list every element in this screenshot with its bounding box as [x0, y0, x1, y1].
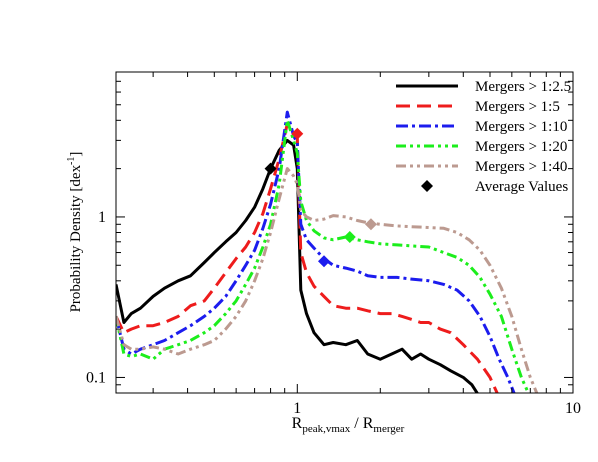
y-tick-label: 1: [98, 209, 106, 226]
average-markers: [264, 127, 377, 268]
x-label-sub1: peak,vmax: [302, 423, 350, 435]
average-marker-3: [318, 255, 331, 268]
average-marker-5: [364, 218, 377, 231]
legend-swatch-average: [421, 180, 433, 192]
y-label-tail: ]: [68, 152, 84, 157]
series-line-4: [116, 118, 530, 393]
y-axis-label: Probability Density [dex-1]: [66, 152, 84, 313]
average-marker-4: [343, 230, 356, 243]
x-label-main: R: [292, 415, 303, 432]
legend-label-3: Mergers > 1:10: [475, 119, 567, 135]
series-line-5: [116, 167, 539, 393]
axis-ticks: 1 10 0.1 1: [86, 71, 581, 417]
legend-label-2: Mergers > 1:5: [475, 99, 560, 115]
legend-label-1: Mergers > 1:2.5: [475, 79, 571, 95]
y-label-sup: -1: [66, 157, 77, 165]
legend-label-4: Mergers > 1:20: [475, 139, 567, 155]
x-axis-label: Rpeak,vmax / Rmerger: [292, 415, 405, 435]
legend-label-average: Average Values: [475, 179, 568, 195]
x-tick-label: 10: [565, 400, 581, 417]
series-layer: [116, 110, 539, 393]
x-tick-label: 1: [293, 400, 301, 417]
y-tick-label: 0.1: [86, 369, 106, 386]
average-marker-1: [264, 162, 277, 175]
legend: Mergers > 1:2.5 Mergers > 1:5 Mergers > 1:…: [396, 79, 571, 195]
average-marker-2: [291, 127, 304, 140]
legend-label-5: Mergers > 1:40: [475, 159, 567, 175]
series-line-2: [116, 122, 499, 393]
y-label-main: Probability Density [dex: [68, 164, 84, 312]
x-label-sub2: merger: [373, 423, 404, 435]
x-label-mid: / R: [350, 415, 373, 432]
